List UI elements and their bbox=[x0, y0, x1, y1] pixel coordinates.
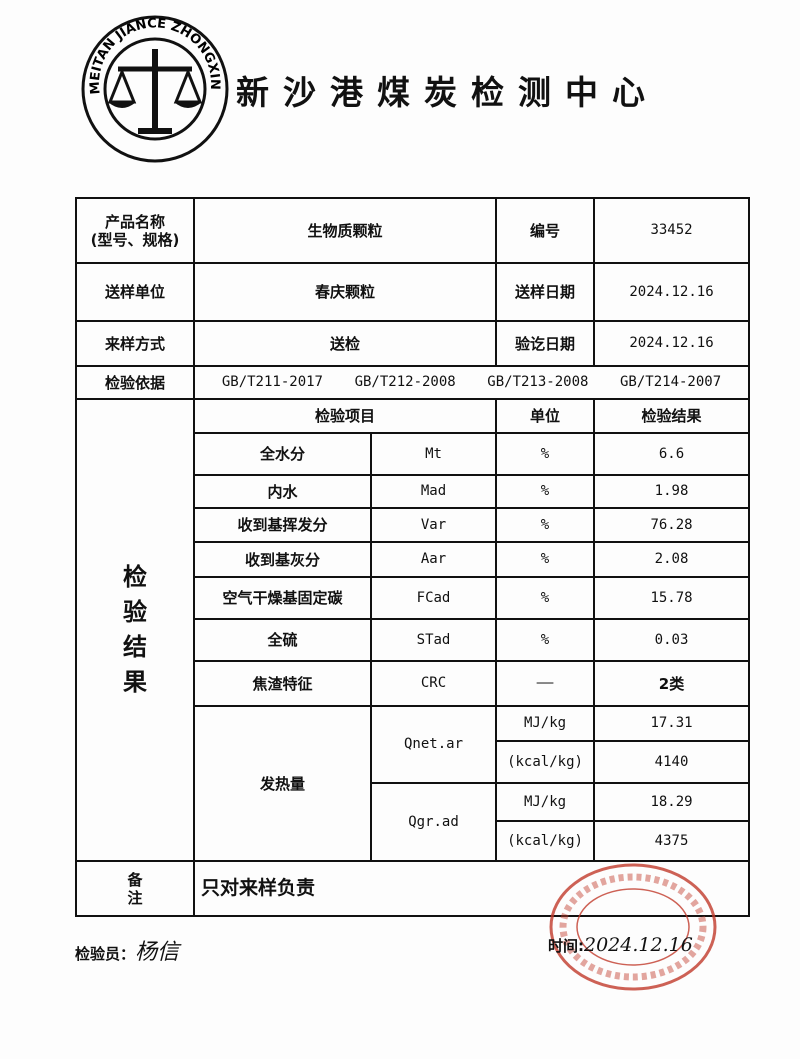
item-value: 2类 bbox=[593, 660, 751, 707]
item-name: 全硫 bbox=[193, 618, 372, 662]
page-title: 新沙港煤炭检测中心 bbox=[236, 73, 659, 112]
item-symbol: Mt bbox=[369, 432, 498, 476]
qgr-unit-mj: MJ/kg bbox=[495, 782, 596, 822]
qgr-unit-kcal: (kcal/kg) bbox=[495, 820, 596, 862]
item-symbol: Aar bbox=[369, 541, 498, 578]
standard-item: GB/T212-2008 bbox=[354, 374, 456, 391]
qnet-value-mj: 17.31 bbox=[593, 705, 751, 742]
qnet-unit-mj: MJ/kg bbox=[495, 705, 596, 742]
finish-date-label: 验讫日期 bbox=[495, 320, 596, 367]
table-row: 空气干燥基固定碳 FCad% 15.78 bbox=[76, 576, 751, 620]
item-name: 收到基灰分 bbox=[193, 541, 372, 578]
item-unit: % bbox=[495, 474, 596, 509]
standard-item: GB/T213-2008 bbox=[487, 374, 589, 391]
standards: GB/T211-2017 GB/T212-2008 GB/T213-2008 GB/T… bbox=[192, 365, 751, 400]
table-row: 收到基挥发分 Var% 76.28 bbox=[76, 507, 751, 543]
table-row: 收到基灰分 Aar% 2.08 bbox=[76, 541, 751, 578]
item-symbol: CRC bbox=[369, 660, 498, 707]
item-name: 空气干燥基固定碳 bbox=[193, 576, 372, 620]
basis-label: 检验依据 bbox=[75, 365, 195, 400]
number-value: 33452 bbox=[593, 197, 751, 264]
time: 时间:2024.12.16 bbox=[548, 934, 693, 956]
standard-item: GB/T214-2007 bbox=[620, 374, 722, 391]
red-seal-stamp bbox=[549, 863, 717, 991]
item-name: 焦渣特征 bbox=[193, 660, 372, 707]
item-name: 收到基挥发分 bbox=[193, 507, 372, 543]
remarks-label: 备注 bbox=[75, 860, 195, 917]
item-value: 1.98 bbox=[593, 474, 751, 509]
table-row: 全硫 STad% 0.03 bbox=[76, 618, 751, 662]
finish-date-value: 2024.12.16 bbox=[593, 320, 751, 367]
item-symbol: Mad bbox=[369, 474, 498, 509]
item-unit: % bbox=[495, 576, 596, 620]
results-section-label: 检验结果 bbox=[75, 398, 195, 862]
qgr-symbol: Qgr.ad bbox=[369, 782, 498, 862]
time-value: 2024.12.16 bbox=[584, 934, 693, 956]
remarks-text: 只对来样负责 bbox=[192, 860, 751, 917]
item-symbol: Var bbox=[369, 507, 498, 543]
report-table: 产品名称 (型号、规格) 生物质颗粒 编号 33452 送样单位 春庆颗粒 送样日… bbox=[75, 197, 751, 917]
header-item: 检验项目 bbox=[192, 398, 498, 434]
inspector-signature: 杨信 bbox=[135, 940, 180, 965]
method-label: 来样方式 bbox=[75, 320, 195, 367]
item-symbol: STad bbox=[369, 618, 498, 662]
section-char: 结 bbox=[123, 633, 147, 661]
remarks-char: 备 bbox=[127, 870, 143, 889]
heat-label: 发热量 bbox=[193, 705, 372, 862]
standard-item: GB/T211-2017 bbox=[221, 374, 323, 391]
item-unit: % bbox=[495, 541, 596, 578]
item-value: 0.03 bbox=[593, 618, 751, 662]
item-unit: % bbox=[495, 432, 596, 476]
section-char: 验 bbox=[123, 598, 147, 627]
section-char: 检 bbox=[123, 563, 147, 592]
product-sub-label: (型号、规格) bbox=[90, 230, 180, 249]
inspector-label: 检验员： bbox=[75, 945, 136, 963]
qnet-symbol: Qnet.ar bbox=[369, 705, 498, 784]
product-label-cell: 产品名称 (型号、规格) bbox=[75, 197, 195, 264]
item-value: 2.08 bbox=[593, 541, 751, 578]
qgr-value-kcal: 4375 bbox=[593, 820, 751, 862]
table-row: 内水 Mad% 1.98 bbox=[76, 474, 751, 509]
item-value: 76.28 bbox=[593, 507, 751, 543]
qnet-unit-kcal: (kcal/kg) bbox=[495, 740, 596, 784]
sender-label: 送样单位 bbox=[75, 262, 195, 322]
send-date-label: 送样日期 bbox=[495, 262, 596, 322]
item-name: 全水分 bbox=[193, 432, 372, 476]
inspector: 检验员：杨信 bbox=[75, 934, 179, 966]
item-unit: % bbox=[495, 507, 596, 543]
product-value: 生物质颗粒 bbox=[192, 197, 498, 264]
item-unit: % bbox=[495, 618, 596, 662]
item-symbol: FCad bbox=[369, 576, 498, 620]
remarks-char: 注 bbox=[127, 888, 143, 907]
table-row: 全水分 Mt% 6.6 bbox=[76, 432, 751, 476]
qgr-value-mj: 18.29 bbox=[593, 782, 751, 822]
item-unit: —— bbox=[495, 660, 596, 707]
product-label: 产品名称 bbox=[104, 212, 165, 231]
item-value: 15.78 bbox=[593, 576, 751, 620]
send-date-value: 2024.12.16 bbox=[593, 262, 751, 322]
scales-of-justice-logo: MEITAN JIANCE ZHONGXIN bbox=[81, 15, 229, 163]
item-name: 内水 bbox=[193, 474, 372, 509]
qnet-value-kcal: 4140 bbox=[593, 740, 751, 784]
time-label: 时间: bbox=[548, 937, 584, 955]
item-value: 6.6 bbox=[593, 432, 751, 476]
section-char: 果 bbox=[123, 667, 147, 696]
table-row: 焦渣特征 CRC —— 2类 bbox=[76, 660, 751, 707]
method-value: 送检 bbox=[192, 320, 498, 367]
header-unit: 单位 bbox=[495, 398, 596, 434]
header-result: 检验结果 bbox=[593, 398, 751, 434]
number-label: 编号 bbox=[495, 197, 596, 264]
sender-value: 春庆颗粒 bbox=[192, 262, 498, 322]
